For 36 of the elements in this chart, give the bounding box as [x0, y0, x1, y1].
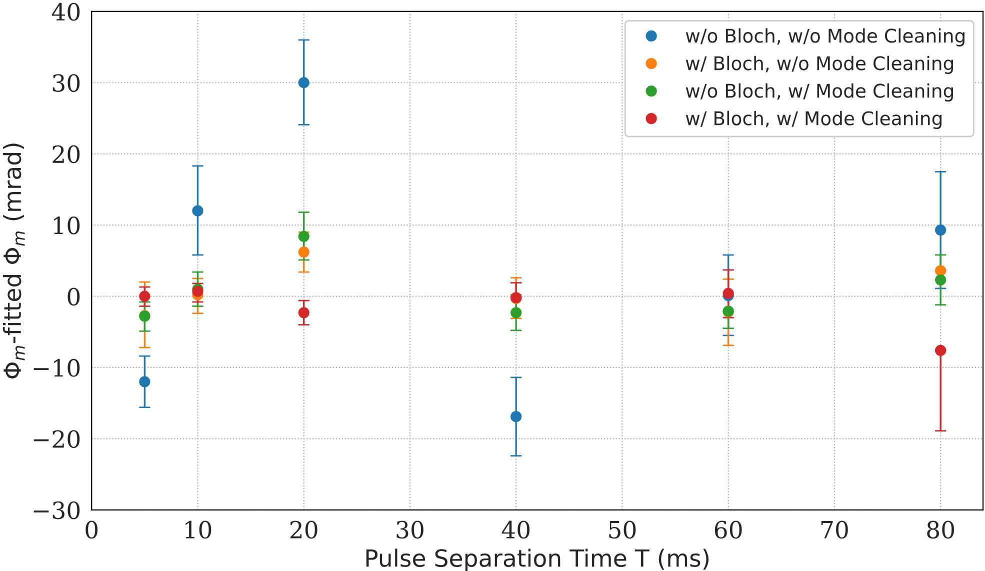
- point: [298, 246, 310, 258]
- point: [935, 224, 946, 236]
- point: [139, 376, 150, 388]
- x-tick-label: 50: [609, 520, 636, 539]
- y-tick-label: −10: [34, 358, 80, 377]
- x-tick-label: 20: [290, 520, 318, 539]
- y-tick-label: 0: [68, 288, 80, 306]
- legend-label: w/o Bloch, w/o Mode Cleaning: [686, 28, 964, 46]
- y-tick-label: −20: [34, 430, 80, 448]
- y-tick-label: 40: [52, 2, 80, 21]
- x-tick-label: 10: [186, 520, 212, 539]
- x-tick-label: 70: [821, 520, 848, 539]
- point: [935, 265, 946, 276]
- point: [510, 307, 522, 318]
- point: [935, 344, 946, 356]
- x-tick-label: 60: [714, 520, 742, 539]
- x-tick-label: 0: [86, 520, 98, 539]
- point: [192, 205, 204, 216]
- point: [935, 274, 946, 286]
- point: [298, 307, 310, 318]
- x-tick-label: 30: [396, 520, 424, 539]
- point: [298, 77, 310, 88]
- point: [722, 288, 734, 299]
- x-tick-label: 40: [502, 520, 530, 539]
- y-tick-label: 30: [52, 74, 80, 92]
- y-tick-label: 20: [52, 145, 80, 164]
- point: [298, 230, 310, 242]
- y-tick-label: −30: [34, 501, 80, 520]
- legend-label: w/ Bloch, w/ Mode Cleaning: [686, 110, 942, 130]
- y-tick-label: 10: [54, 216, 80, 234]
- point: [139, 290, 150, 302]
- legend-label: w/ Bloch, w/o Mode Cleaning: [686, 56, 953, 74]
- point: [510, 411, 522, 422]
- legend-label: w/o Bloch, w/ Mode Cleaning: [686, 83, 953, 102]
- x-tick-label: 80: [927, 520, 954, 539]
- y-axis-title: Φ$_{m}$-fitted Φ$_{m}$ (mrad): [2, 144, 25, 378]
